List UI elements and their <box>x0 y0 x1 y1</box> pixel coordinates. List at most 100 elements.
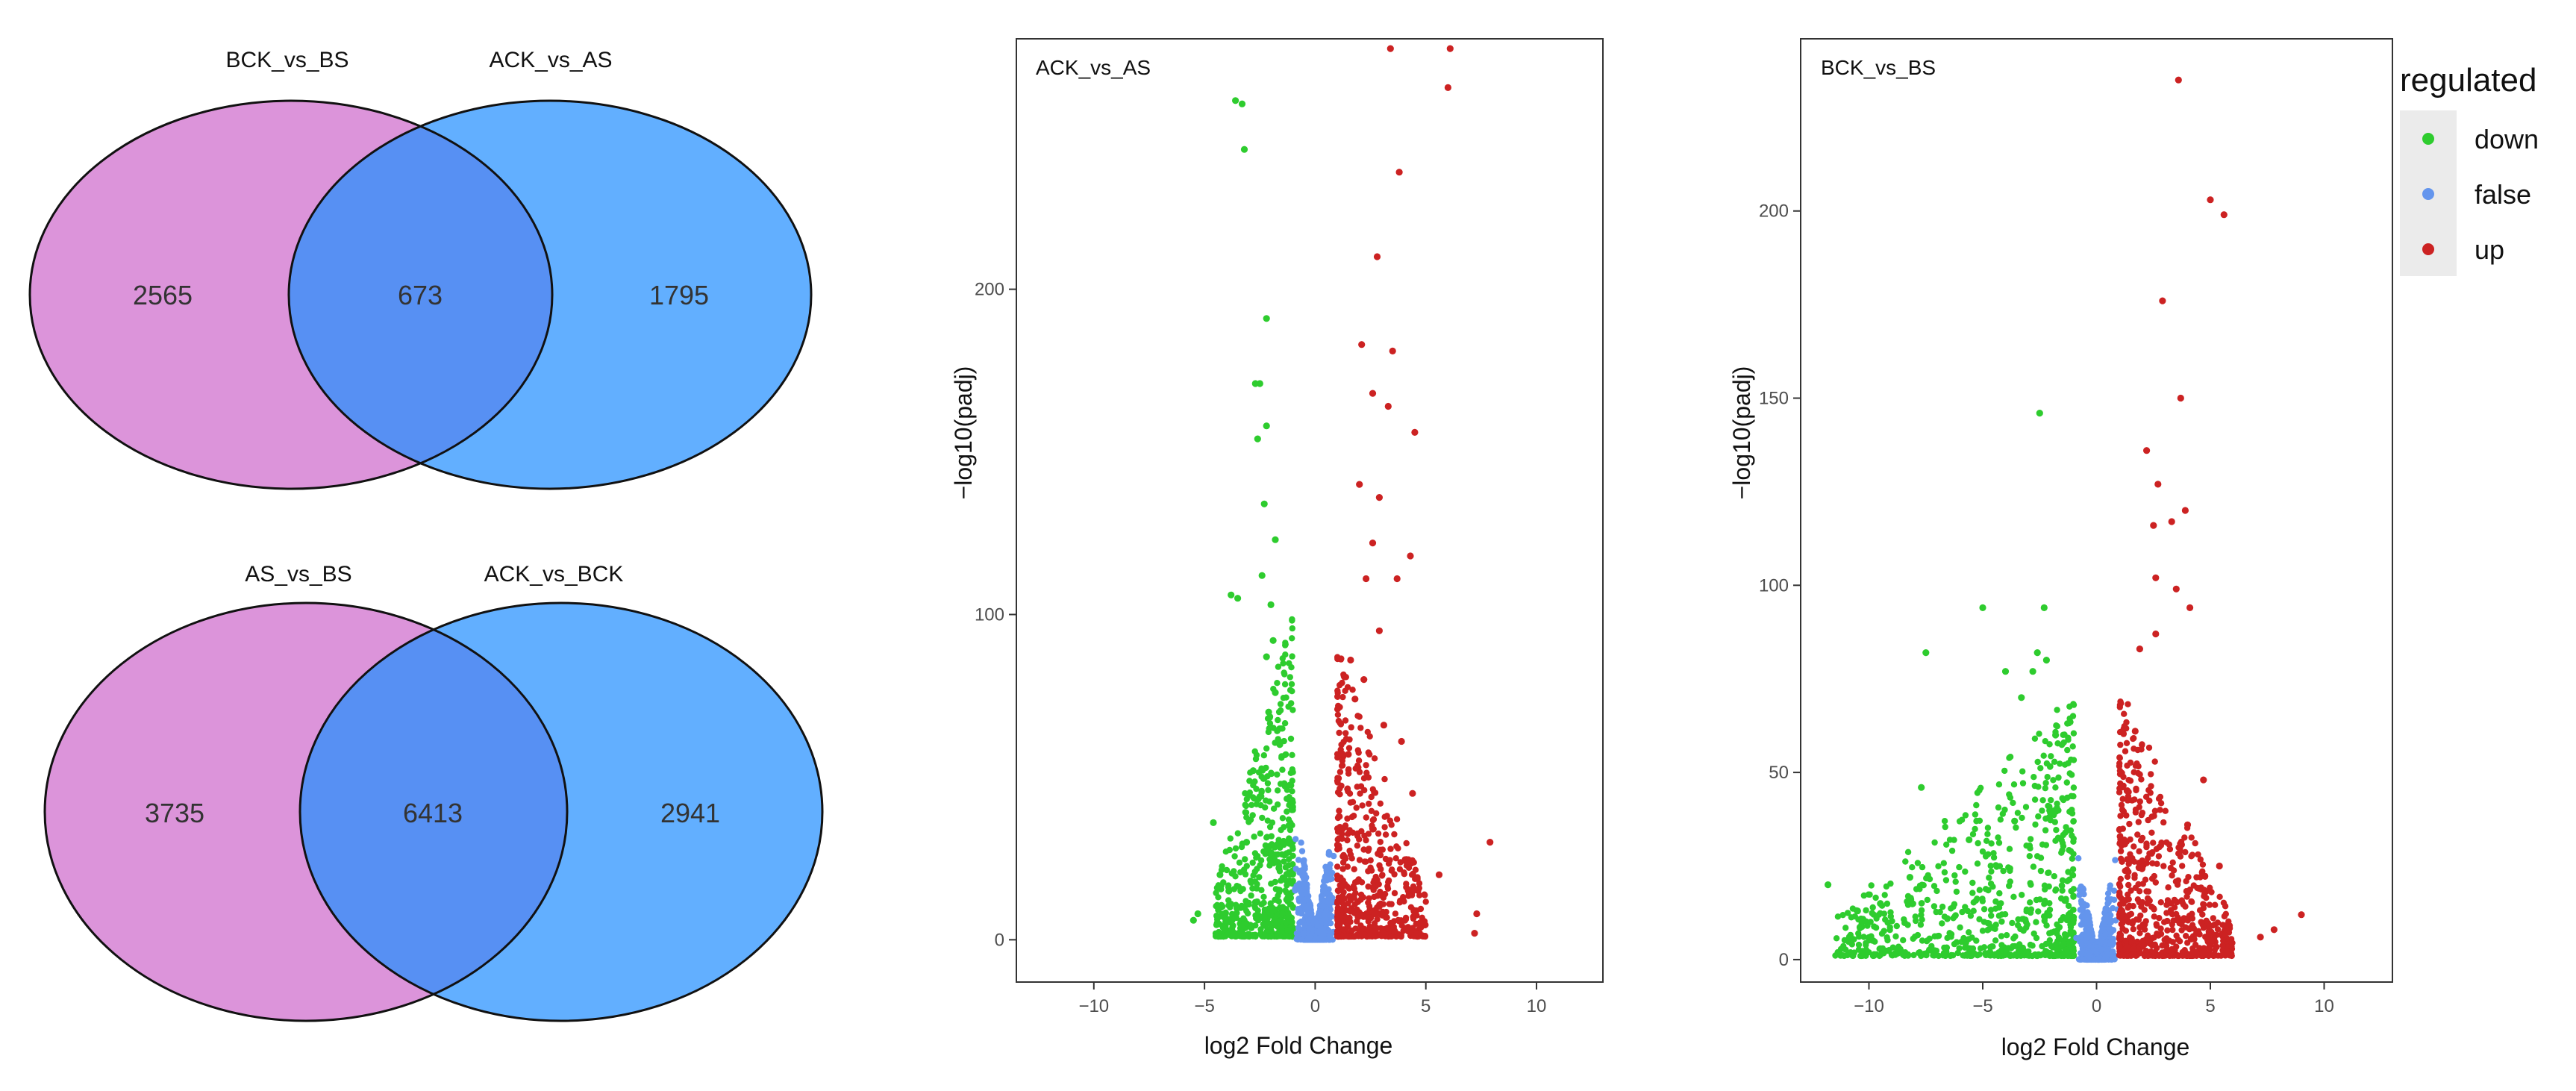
volcano-2-point-down <box>1976 887 1983 893</box>
volcano-2-point-down <box>1995 834 2001 841</box>
volcano-2-point-up <box>2183 821 2192 828</box>
volcano-1-point-up <box>1404 858 1411 865</box>
volcano-2-point-down <box>2031 774 2037 781</box>
volcano-2-point-down <box>2053 886 2060 893</box>
volcano-1-point-up <box>1373 810 1380 817</box>
volcano-2-point-up <box>2172 585 2180 593</box>
volcano-2-point-up <box>2117 901 2124 907</box>
volcano-2-point-up <box>2206 936 2213 942</box>
volcano-2-point-up <box>2127 836 2133 843</box>
volcano-1-point-false <box>1327 876 1334 883</box>
volcano-2-point-down <box>1975 840 1981 847</box>
volcano-2-point-up <box>2195 851 2201 858</box>
volcano-1-point-up <box>1388 920 1395 928</box>
volcano-2-point-down <box>1877 900 1884 907</box>
volcano-2-point-false <box>2112 857 2119 863</box>
volcano-2-point-down <box>1917 922 1925 928</box>
volcano-2-point-down <box>1919 916 1925 923</box>
volcano-2-point-down <box>2060 796 2067 804</box>
volcano-2-point-up <box>2132 809 2139 816</box>
volcano-1-point-up <box>1341 674 1348 681</box>
volcano-1-point-down <box>1263 764 1269 772</box>
volcano-2-point-down <box>2064 878 2071 885</box>
volcano-1-point-up <box>1395 169 1403 176</box>
volcano-2-point-down <box>2059 887 2066 894</box>
volcano-2-point-up <box>2142 921 2148 928</box>
volcano-2-point-up <box>2207 196 2214 204</box>
volcano-2-point-up <box>2124 856 2130 863</box>
volcano-2-point-up <box>2126 902 2133 909</box>
volcano-1-point-down <box>1264 780 1272 787</box>
volcano-1-x-axis: −10 −5 0 5 10 <box>1078 982 1546 1016</box>
volcano-2-point-up <box>2216 862 2223 870</box>
volcano-2-point-up <box>2141 952 2148 960</box>
volcano-2-point-up <box>2153 921 2160 928</box>
volcano-1-point-up <box>1361 832 1368 840</box>
volcano-2-point-down <box>1964 907 1972 915</box>
volcano-2-point-up <box>2145 854 2151 862</box>
volcano-2-point-down <box>2035 908 2042 915</box>
volcano-1-point-up <box>1370 887 1377 893</box>
volcano-1-point-down <box>1252 755 1260 763</box>
volcano-2-point-down <box>2064 827 2071 834</box>
volcano-1-point-up <box>1351 695 1359 703</box>
volcano-2-point-up <box>2136 645 2143 653</box>
volcano-2-point-up <box>2135 881 2142 888</box>
volcano-2-point-down <box>2054 921 2060 928</box>
volcano-2-point-down <box>1844 910 1851 916</box>
volcano-2-point-up <box>2228 943 2235 951</box>
volcano-2-point-up <box>2222 910 2229 918</box>
volcano-2-point-up <box>2116 704 2123 710</box>
volcano-2-point-down <box>1979 848 1986 855</box>
volcano-2-point-down <box>1983 837 1990 845</box>
volcano-1-point-down <box>1274 680 1281 687</box>
volcano-2-point-down <box>2051 819 2058 825</box>
volcano-2-point-down <box>1981 944 1988 951</box>
volcano-2-point-down <box>2028 881 2034 888</box>
venn-1-overlap <box>289 101 552 489</box>
volcano-1-point-up <box>1410 913 1416 920</box>
volcano-2-point-down <box>2052 784 2059 791</box>
volcano-2-point-up <box>2119 839 2126 846</box>
volcano-1-point-up <box>1416 884 1423 892</box>
volcano-2-point-down <box>1941 818 1948 825</box>
volcano-2-point-down <box>1950 915 1957 922</box>
volcano-1-point-down <box>1287 769 1295 777</box>
volcano-2-point-down <box>2063 779 2070 786</box>
volcano-1-point-up <box>1387 845 1394 852</box>
volcano-2-point-down <box>1969 831 1977 838</box>
venn-2-left-title: AS_vs_BS <box>245 562 351 587</box>
volcano-2-point-up <box>2126 820 2133 828</box>
volcano-1-point-up <box>1377 800 1384 807</box>
volcano-2-point-down <box>2001 951 2009 959</box>
volcano-2-point-up <box>2151 913 2157 920</box>
volcano-1-point-up <box>1403 840 1410 847</box>
volcano-1-point-up <box>1363 814 1370 821</box>
volcano-1-point-false <box>1295 881 1301 889</box>
volcano-2-point-down <box>2060 843 2067 850</box>
volcano-2-point-false <box>2105 898 2112 906</box>
volcano-1-point-up <box>1435 871 1443 878</box>
volcano-2-point-down <box>2040 604 2048 612</box>
volcano-1-point-down <box>1289 788 1295 795</box>
volcano-2-point-down <box>2065 869 2072 875</box>
volcano-2-point-down <box>1986 875 1992 881</box>
volcano-2-point-up <box>2117 848 2125 854</box>
volcano-2-point-down <box>1924 896 1931 904</box>
volcano-2-point-up <box>2174 898 2180 906</box>
volcano-1-point-down <box>1281 671 1288 678</box>
volcano-1-point-up <box>1349 798 1357 806</box>
volcano-1-point-false <box>1327 911 1334 919</box>
volcano-2-point-up <box>2185 874 2192 881</box>
volcano-1-point-down <box>1284 882 1290 889</box>
volcano-2-point-up <box>2186 604 2194 612</box>
volcano-2-point-down <box>1952 878 1959 885</box>
volcano-2-point-down <box>1999 810 2006 817</box>
volcano-1-point-up <box>1346 736 1353 743</box>
venn-2-overlap-count: 6413 <box>403 798 463 828</box>
volcano-2-point-down <box>1951 901 1958 907</box>
volcano-1-point-up <box>1416 880 1423 887</box>
volcano-2-point-up <box>2143 447 2151 454</box>
volcano-1-point-down <box>1272 896 1278 904</box>
